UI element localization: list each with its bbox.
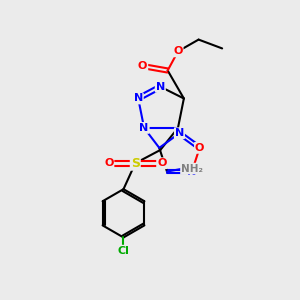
Text: O: O	[195, 143, 204, 153]
Text: N: N	[187, 167, 196, 177]
Text: O: O	[157, 158, 167, 168]
Text: N: N	[134, 94, 143, 103]
Text: NH₂: NH₂	[181, 164, 203, 174]
Text: N: N	[140, 123, 149, 133]
Text: O: O	[173, 46, 183, 56]
Text: O: O	[104, 158, 113, 168]
Text: Cl: Cl	[118, 246, 129, 256]
Text: N: N	[175, 128, 184, 138]
Text: O: O	[138, 61, 147, 71]
Text: N: N	[156, 82, 165, 92]
Text: S: S	[131, 157, 140, 170]
